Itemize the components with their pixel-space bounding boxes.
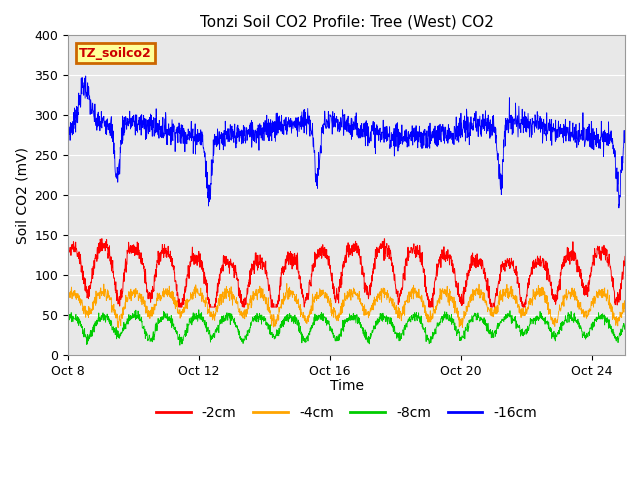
-4cm (605, 302, 613, 308)
-8cm (503, 311, 511, 317)
-2cm (503, 256, 511, 262)
-2cm (605, 251, 613, 257)
X-axis label: Time: Time (330, 379, 364, 393)
Text: TZ_soilco2: TZ_soilco2 (79, 47, 152, 60)
-4cm (115, 325, 122, 331)
-4cm (283, 281, 291, 287)
-16cm (321, 116, 328, 122)
Legend: -2cm, -4cm, -8cm, -16cm: -2cm, -4cm, -8cm, -16cm (150, 400, 543, 425)
-4cm (503, 292, 511, 298)
-8cm (605, 317, 613, 323)
Line: -2cm: -2cm (68, 239, 625, 307)
Line: -8cm: -8cm (68, 310, 625, 345)
-4cm (621, 303, 629, 309)
Line: -4cm: -4cm (68, 284, 625, 328)
-8cm (621, 321, 629, 326)
-4cm (64, 290, 72, 296)
-2cm (321, 244, 328, 250)
-8cm (321, 315, 328, 321)
-4cm (335, 314, 343, 320)
-2cm (335, 288, 343, 294)
-8cm (64, 316, 72, 322)
-16cm (503, 127, 511, 133)
-8cm (176, 342, 184, 348)
-2cm (98, 236, 106, 241)
-4cm (93, 300, 100, 306)
-16cm (82, 73, 90, 79)
-2cm (93, 253, 100, 259)
-2cm (64, 248, 72, 254)
Title: Tonzi Soil CO2 Profile: Tree (West) CO2: Tonzi Soil CO2 Profile: Tree (West) CO2 (200, 15, 493, 30)
-16cm (335, 129, 343, 135)
-16cm (615, 205, 623, 211)
-16cm (605, 141, 613, 146)
-4cm (605, 292, 613, 298)
Y-axis label: Soil CO2 (mV): Soil CO2 (mV) (15, 147, 29, 244)
-2cm (605, 258, 613, 264)
-8cm (335, 336, 343, 342)
Line: -16cm: -16cm (68, 76, 625, 208)
-2cm (175, 304, 182, 310)
-8cm (605, 323, 613, 328)
-2cm (621, 253, 629, 259)
-4cm (321, 295, 328, 301)
-16cm (605, 139, 612, 145)
-16cm (64, 116, 72, 122)
-8cm (93, 323, 100, 329)
-8cm (195, 307, 203, 312)
-16cm (93, 127, 100, 133)
-16cm (621, 138, 629, 144)
